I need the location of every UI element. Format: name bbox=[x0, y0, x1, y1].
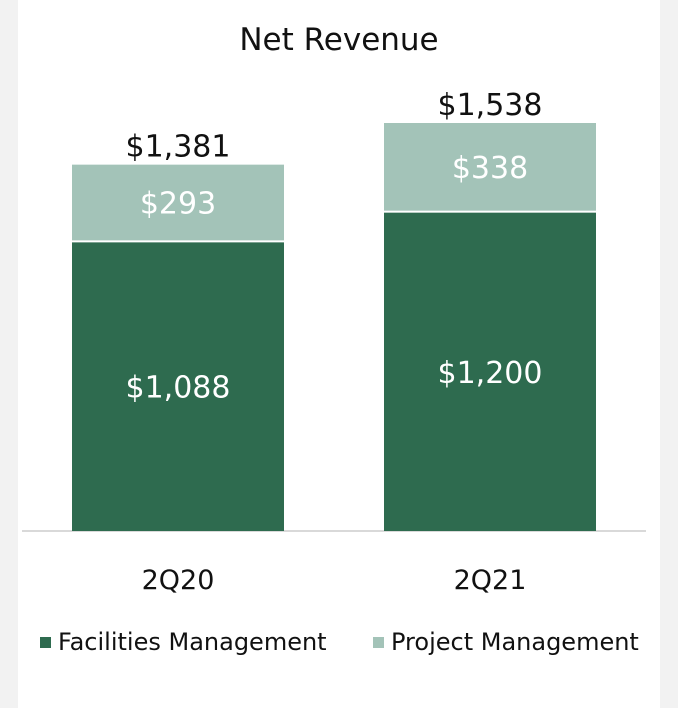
data-label: $338 bbox=[452, 151, 528, 186]
legend: Facilities Management Project Management bbox=[40, 628, 639, 656]
bars-group bbox=[72, 123, 596, 532]
data-label: $1,088 bbox=[126, 371, 231, 406]
bar-segment bbox=[384, 123, 596, 211]
legend-label: Facilities Management bbox=[58, 628, 327, 656]
bar-segment bbox=[72, 164, 284, 241]
data-label: $1,200 bbox=[438, 356, 543, 391]
chart-title: Net Revenue bbox=[239, 22, 438, 58]
x-tick-label: 2Q21 bbox=[454, 565, 527, 596]
bar-segment bbox=[384, 212, 596, 532]
legend-swatch bbox=[373, 637, 384, 648]
x-tick-label: 2Q20 bbox=[142, 565, 215, 596]
labels-group: $1,088 $293 $1,381 2Q20 $1,200 $338 $1,538 2Q21 bbox=[126, 88, 543, 596]
legend-label: Project Management bbox=[391, 628, 639, 656]
legend-swatch bbox=[40, 637, 51, 648]
bar-segment bbox=[72, 242, 284, 532]
data-label: $293 bbox=[140, 187, 216, 222]
total-label: $1,538 bbox=[438, 88, 543, 123]
total-label: $1,381 bbox=[126, 130, 231, 165]
